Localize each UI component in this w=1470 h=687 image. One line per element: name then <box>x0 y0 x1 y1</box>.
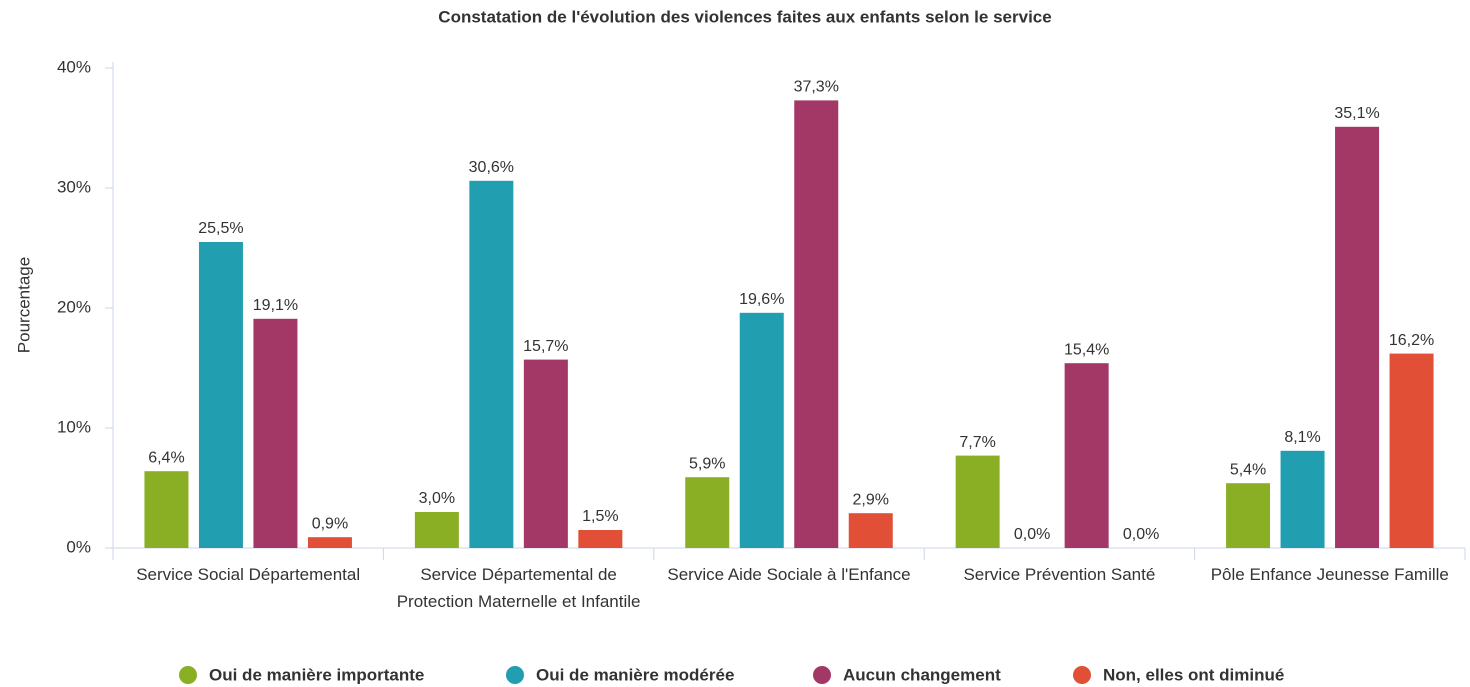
bar <box>1335 126 1380 549</box>
bar <box>253 318 298 548</box>
legend-marker <box>179 666 197 684</box>
data-label: 15,7% <box>523 338 568 355</box>
bar <box>1280 450 1325 548</box>
bar <box>144 471 189 548</box>
bar <box>1064 363 1109 548</box>
data-label: 30,6% <box>469 159 514 176</box>
x-tick-label: Service Aide Sociale à l'Enfance <box>667 565 911 584</box>
x-tick-label: Service Social Départemental <box>136 565 361 584</box>
bar <box>685 477 730 548</box>
data-label: 15,4% <box>1064 341 1109 358</box>
bar <box>1226 483 1271 548</box>
data-label: 6,4% <box>148 449 184 466</box>
data-label: 5,4% <box>1230 461 1266 478</box>
data-label: 0,9% <box>312 515 348 532</box>
data-label: 1,5% <box>582 508 618 525</box>
bar <box>955 455 1000 548</box>
bar <box>794 100 839 549</box>
data-label: 16,2% <box>1389 332 1434 349</box>
y-tick-label: 0% <box>66 537 91 556</box>
bar <box>1389 353 1434 548</box>
x-tick-label: Pôle Enfance Jeunesse Famille <box>1210 565 1449 584</box>
bar <box>578 530 623 548</box>
bar <box>198 242 243 548</box>
data-label: 19,6% <box>739 291 784 308</box>
data-label: 2,9% <box>853 491 889 508</box>
legend-label: Oui de manière modérée <box>536 665 734 684</box>
chart-title: Constatation de l'évolution des violence… <box>438 7 1051 26</box>
legend-label: Oui de manière importante <box>209 665 424 684</box>
y-tick-label: 30% <box>57 177 91 196</box>
bar <box>523 359 568 548</box>
data-label: 0,0% <box>1014 526 1050 543</box>
y-axis-label: Pourcentage <box>14 257 33 353</box>
bar <box>307 537 352 548</box>
data-label: 7,7% <box>959 434 995 451</box>
y-tick-label: 40% <box>57 57 91 76</box>
data-label: 0,0% <box>1123 526 1159 543</box>
x-tick-label: Service Départemental de Protection Mate… <box>396 565 641 611</box>
legend-label: Aucun changement <box>843 665 1001 684</box>
data-label: 8,1% <box>1284 429 1320 446</box>
data-label: 3,0% <box>419 490 455 507</box>
bar <box>414 512 459 548</box>
legend-marker <box>813 666 831 684</box>
y-tick-label: 20% <box>57 297 91 316</box>
data-label: 25,5% <box>198 220 243 237</box>
data-label: 19,1% <box>253 297 298 314</box>
legend-marker <box>506 666 524 684</box>
bar <box>848 513 893 548</box>
x-tick-label: Service Prévention Santé <box>963 565 1156 584</box>
y-tick-label: 10% <box>57 417 91 436</box>
data-label: 5,9% <box>689 455 725 472</box>
legend-marker <box>1073 666 1091 684</box>
data-label: 37,3% <box>794 79 839 96</box>
bar <box>469 180 514 549</box>
data-label: 35,1% <box>1334 105 1379 122</box>
bar <box>739 312 784 548</box>
legend-label: Non, elles ont diminué <box>1103 665 1284 684</box>
